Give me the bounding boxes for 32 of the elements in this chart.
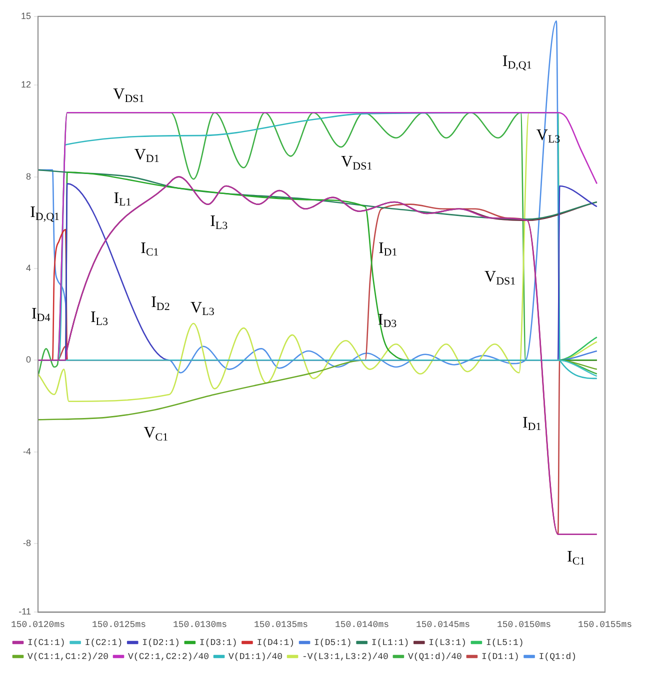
legend-label: I(D3:1) (199, 638, 238, 648)
y-tick-label: 15 (20, 10, 32, 21)
legend-label: -V(L3:1,L3:2)/40 (302, 652, 388, 662)
legend-label: I(D5:1) (314, 638, 352, 648)
y-tick-label: 12 (20, 80, 32, 90)
x-tick-label: 150.0155ms (578, 620, 632, 630)
x-tick-label: 150.0120ms (10, 620, 66, 630)
legend-label: I(L3:1) (428, 638, 466, 648)
legend-label: I(L1:1) (371, 638, 410, 648)
legend-label: V(C2:1,C2:2)/40 (128, 652, 210, 662)
x-tick-label: 150.0135ms (254, 620, 308, 630)
y-tick-label: -11 (18, 606, 32, 617)
legend-label: V(C1:1,C1:2)/20 (28, 652, 109, 662)
y-tick-label: 4 (26, 262, 32, 273)
y-tick-label: 0 (26, 354, 32, 365)
y-tick-label: 8 (26, 171, 32, 182)
x-tick-label: 150.0125ms (92, 620, 146, 630)
x-tick-label: 150.0140ms (334, 620, 390, 630)
legend-label: I(L5:1) (486, 638, 524, 648)
legend-label: I(C2:1) (84, 638, 123, 648)
legend-label: I(C1:1) (28, 638, 66, 648)
x-tick-label: 150.0150ms (496, 620, 552, 630)
y-tick-label: -4 (22, 446, 32, 456)
x-tick-label: 150.0130ms (172, 620, 228, 630)
legend-label: V(Q1:d)/40 (408, 652, 462, 662)
legend-label: V(D1:1)/40 (228, 652, 283, 662)
legend-label: I(D2:1) (142, 638, 180, 648)
y-tick-label: -8 (22, 538, 32, 548)
legend-label: I(D4:1) (256, 638, 295, 648)
legend-label: I(D1:1) (481, 652, 520, 662)
x-tick-label: 150.0145ms (416, 620, 470, 630)
legend-label: I(Q1:d) (538, 652, 577, 662)
